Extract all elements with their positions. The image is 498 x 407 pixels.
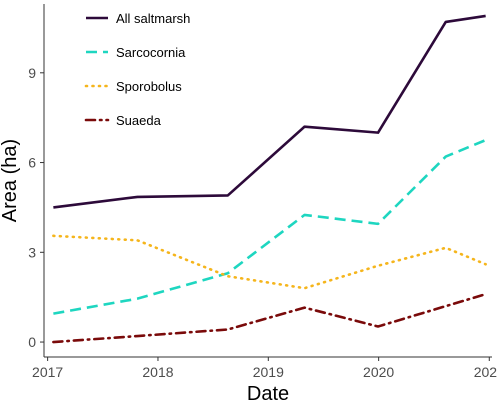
legend-label: Suaeda bbox=[116, 113, 162, 128]
x-axis-title: Date bbox=[247, 383, 289, 405]
legend-label: All saltmarsh bbox=[116, 11, 190, 26]
y-tick-label: 0 bbox=[28, 334, 36, 350]
y-tick-label: 3 bbox=[28, 244, 36, 260]
series-line-all-saltmarsh bbox=[53, 14, 486, 209]
y-tick-label: 6 bbox=[28, 155, 36, 171]
y-tick-label: 9 bbox=[28, 65, 36, 81]
legend-label: Sarcocornia bbox=[116, 45, 186, 60]
x-tick-label: 2017 bbox=[32, 364, 63, 380]
axes: 2017 2018 2019 2020 2021 0 3 6 9 bbox=[28, 4, 498, 380]
x-tick-label: 2018 bbox=[142, 364, 173, 380]
y-axis-ticks: 0 3 6 9 bbox=[28, 65, 44, 350]
x-axis-ticks: 2017 2018 2019 2020 2021 bbox=[32, 357, 498, 380]
x-tick-label: 2020 bbox=[363, 364, 394, 380]
legend: All saltmarsh Sarcocornia Sporobolus Suaeda bbox=[84, 11, 190, 128]
series-line-sarcocornia bbox=[53, 138, 487, 315]
x-tick-label: 2021 bbox=[474, 364, 498, 380]
x-tick-label: 2019 bbox=[253, 364, 284, 380]
series-layer bbox=[52, 14, 487, 344]
y-axis-title: Area (ha) bbox=[0, 139, 21, 222]
series-line-suaeda bbox=[52, 292, 487, 344]
series-line-sporobolus bbox=[52, 234, 487, 290]
legend-label: Sporobolus bbox=[116, 79, 182, 94]
